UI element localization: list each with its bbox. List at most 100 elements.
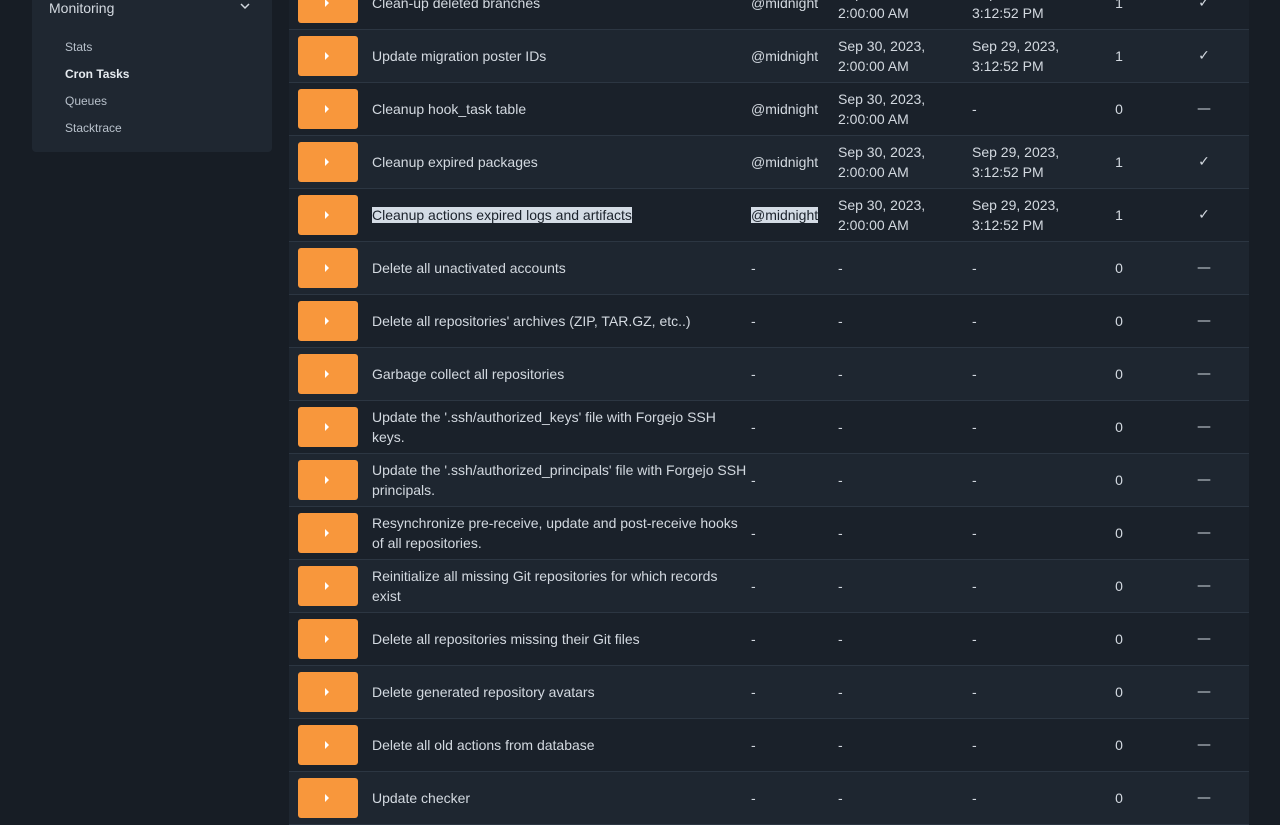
cell-text: - [751, 737, 756, 753]
chevron[interactable] [240, 2, 250, 10]
run-button[interactable] [298, 89, 358, 129]
table-row: Resynchronize pre-receive, update and po… [289, 507, 1249, 560]
schedule: - [751, 364, 837, 384]
nav-item[interactable]: Cron Tasks [65, 67, 130, 81]
cell-text: - [751, 472, 756, 488]
run-button[interactable] [298, 566, 358, 606]
task-name: Cleanup actions expired logs and artifac… [372, 205, 747, 225]
run-button[interactable] [298, 301, 358, 341]
status: ✓ [1198, 48, 1210, 64]
next-run: - [838, 258, 963, 278]
status: ✓ [1198, 0, 1210, 11]
status: — [1197, 631, 1211, 647]
next-run: - [838, 788, 963, 808]
schedule: - [751, 682, 837, 702]
run-button[interactable] [298, 195, 358, 235]
task-name: Delete all old actions from database [372, 735, 747, 755]
cell-text: Update migration poster IDs [372, 48, 547, 64]
cell-text: - [838, 472, 843, 488]
cell-text: @midnight [751, 207, 819, 223]
run-button[interactable] [298, 725, 358, 765]
cell-text: - [972, 578, 977, 594]
status: — [1197, 525, 1211, 541]
cell-text: - [838, 631, 843, 647]
run-button[interactable] [298, 142, 358, 182]
table-row: Delete all repositories missing their Gi… [289, 613, 1249, 666]
task-name: Update the '.ssh/authorized_keys' file w… [372, 407, 747, 447]
table-row: Update the '.ssh/authorized_keys' file w… [289, 401, 1249, 454]
cell-text: Cleanup expired packages [372, 154, 538, 170]
run-button[interactable] [298, 672, 358, 712]
status: — [1197, 419, 1211, 435]
cell-text: - [838, 578, 843, 594]
page: Monitoring Stats Cron Tasks Queues Stacktra… [32, 0, 1249, 825]
schedule: - [751, 735, 837, 755]
cell-text: - [838, 419, 843, 435]
cell-text: Update the '.ssh/authorized_principals' … [372, 462, 747, 498]
cell-text: - [972, 525, 977, 541]
table-row: Delete generated repository avatars - - - 0 — [289, 666, 1249, 719]
run-button[interactable] [298, 36, 358, 76]
cell-text: - [972, 737, 977, 753]
next-run: - [838, 576, 963, 596]
run-button[interactable] [298, 460, 358, 500]
next-run: - [838, 417, 963, 437]
table-row: Clean-up deleted branches @midnight Sep 30… [289, 0, 1249, 30]
nav-item[interactable]: Stats [65, 40, 93, 54]
cell-text: Clean-up deleted branches [372, 0, 541, 11]
nav-item[interactable]: Queues [65, 94, 108, 108]
schedule: @midnight [751, 0, 837, 13]
prev-run: - [972, 470, 1097, 490]
schedule: @midnight [751, 205, 837, 225]
table-row: Delete all old actions from database - - - 0… [289, 719, 1249, 772]
task-name: Delete all repositories' archives (ZIP, … [372, 311, 747, 331]
play-icon [325, 0, 329, 7]
run-button[interactable] [298, 407, 358, 447]
section-title[interactable]: Monitoring [49, 0, 115, 16]
exec-count: 1 [1115, 48, 1123, 64]
exec-count: 0 [1115, 684, 1123, 700]
sidebar: Monitoring Stats Cron Tasks Queues Stacktra… [32, 0, 272, 152]
run-button[interactable] [298, 619, 358, 659]
table-row: Update migration poster IDs @midnight Sep … [289, 30, 1249, 83]
cell-text: Garbage collect all repositories [372, 366, 565, 382]
play-icon [325, 529, 329, 537]
play-icon [325, 211, 329, 219]
cell-text: - [972, 313, 977, 329]
run-button[interactable] [298, 513, 358, 553]
play-icon [325, 741, 329, 749]
task-name: Cleanup hook_task table [372, 99, 747, 119]
cell-text: - [972, 631, 977, 647]
prev-run: - [972, 523, 1097, 543]
run-button[interactable] [298, 248, 358, 288]
status: — [1197, 737, 1211, 753]
table-row: Update checker - - - 0 — [289, 772, 1249, 825]
cell-text: Delete all unactivated accounts [372, 260, 566, 276]
cell-text: Sep 30, 2023, 2:00:00 AM [838, 38, 926, 74]
cell-text: - [972, 366, 977, 382]
exec-count: 1 [1115, 154, 1123, 170]
cell-text: - [838, 684, 843, 700]
cell-text: @midnight [751, 154, 819, 170]
cell-text: Update checker [372, 790, 471, 806]
next-run: - [838, 735, 963, 755]
prev-run: - [972, 682, 1097, 702]
nav-item[interactable]: Stacktrace [65, 121, 122, 135]
schedule: - [751, 470, 837, 490]
prev-run: - [972, 576, 1097, 596]
run-button[interactable] [298, 778, 358, 818]
status: — [1197, 684, 1211, 700]
task-name: Delete all repositories missing their Gi… [372, 629, 747, 649]
schedule: - [751, 417, 837, 437]
run-button[interactable] [298, 0, 358, 23]
prev-run: - [972, 311, 1097, 331]
task-name: Update migration poster IDs [372, 46, 747, 66]
prev-run: - [972, 417, 1097, 437]
schedule: - [751, 311, 837, 331]
schedule: - [751, 258, 837, 278]
table-row: Delete all repositories' archives (ZIP, … [289, 295, 1249, 348]
cell-text: - [838, 313, 843, 329]
next-run: Sep 30, 2023, 2:00:00 AM [838, 36, 963, 76]
run-button[interactable] [298, 354, 358, 394]
schedule: @midnight [751, 152, 837, 172]
